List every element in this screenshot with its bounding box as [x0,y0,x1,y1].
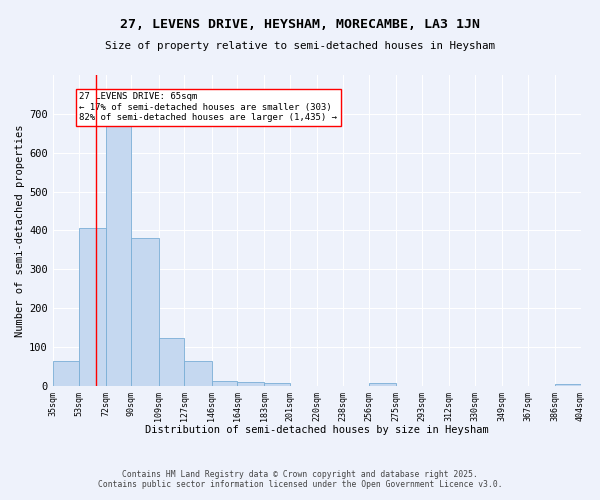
Bar [131,238,158,386]
Bar [237,382,265,386]
Bar [265,383,290,386]
Bar [53,362,79,386]
Bar [555,384,581,386]
Text: 27 LEVENS DRIVE: 65sqm
← 17% of semi-detached houses are smaller (303)
82% of se: 27 LEVENS DRIVE: 65sqm ← 17% of semi-det… [79,92,337,122]
Text: Contains HM Land Registry data © Crown copyright and database right 2025.
Contai: Contains HM Land Registry data © Crown c… [98,470,502,489]
Bar [79,228,106,386]
X-axis label: Distribution of semi-detached houses by size in Heysham: Distribution of semi-detached houses by … [145,425,488,435]
Bar [158,338,184,386]
Text: Size of property relative to semi-detached houses in Heysham: Size of property relative to semi-detach… [105,41,495,51]
Y-axis label: Number of semi-detached properties: Number of semi-detached properties [15,124,25,336]
Bar [184,362,212,386]
Bar [212,380,237,386]
Bar [369,384,396,386]
Bar [106,123,131,386]
Text: 27, LEVENS DRIVE, HEYSHAM, MORECAMBE, LA3 1JN: 27, LEVENS DRIVE, HEYSHAM, MORECAMBE, LA… [120,18,480,30]
